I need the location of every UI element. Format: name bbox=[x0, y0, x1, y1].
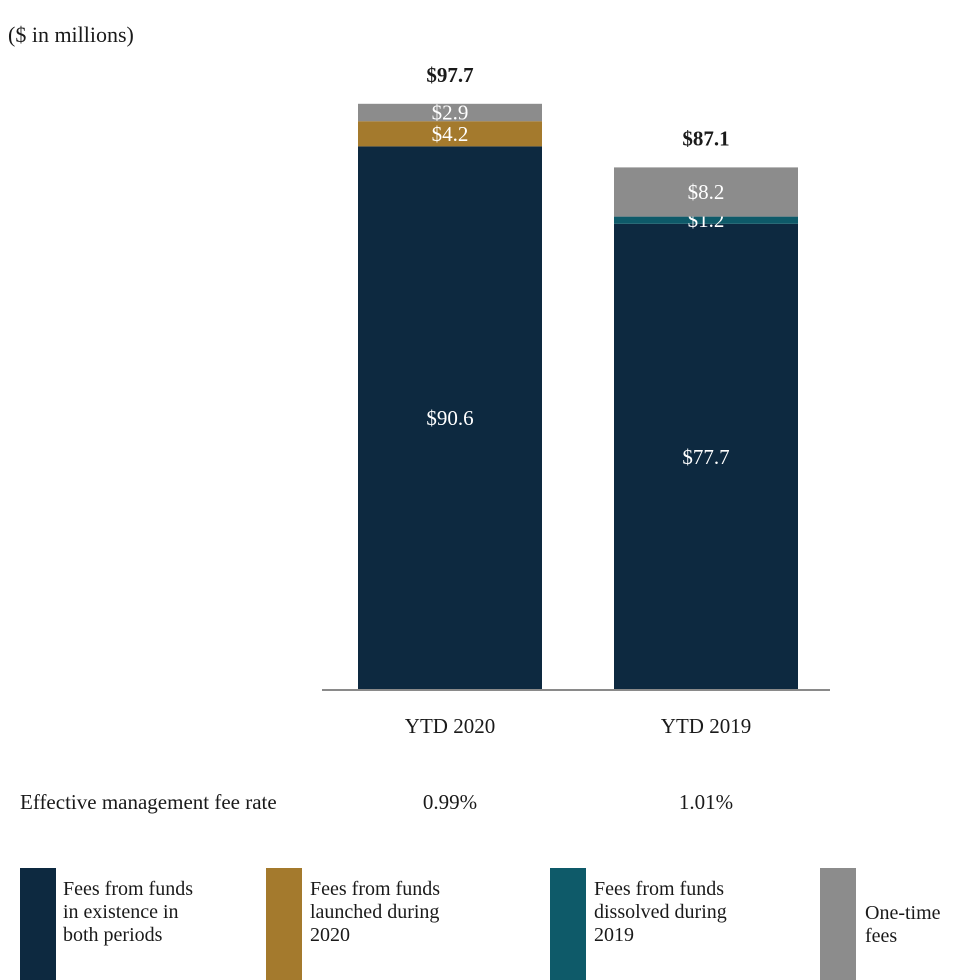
legend-swatch-existing bbox=[20, 868, 56, 980]
legend-text-line: both periods bbox=[63, 924, 253, 947]
legend-text-line: dissolved during bbox=[594, 901, 784, 924]
legend-text-line: Fees from funds bbox=[594, 878, 784, 901]
legend-text-line: in existence in bbox=[63, 901, 253, 924]
segment-label-existing-2020: $90.6 bbox=[426, 406, 473, 430]
x-tick-label-2019: YTD 2019 bbox=[661, 714, 751, 738]
legend-swatch-one-time bbox=[820, 868, 856, 980]
segment-label-existing-2019: $77.7 bbox=[682, 445, 729, 469]
fee-rate-value-2020: 0.99% bbox=[358, 790, 542, 815]
legend-text-line: One-time bbox=[865, 902, 965, 925]
x-tick-label-2020: YTD 2020 bbox=[405, 714, 495, 738]
legend-text-line: 2019 bbox=[594, 924, 784, 947]
legend-text-line: fees bbox=[865, 925, 965, 948]
segment-label-one-time-2019: $8.2 bbox=[688, 180, 725, 204]
fee-rate-value-2019: 1.01% bbox=[614, 790, 798, 815]
legend-text-line: launched during bbox=[310, 901, 500, 924]
total-label-2020: $97.7 bbox=[426, 63, 473, 87]
legend-item-existing: Fees from funds in existence in both per… bbox=[63, 878, 253, 947]
fee-rate-label: Effective management fee rate bbox=[20, 790, 277, 815]
legend-text-line: Fees from funds bbox=[310, 878, 500, 901]
legend-item-one-time: One-time fees bbox=[865, 902, 965, 948]
legend-swatch-dissolved bbox=[550, 868, 586, 980]
legend-item-launched: Fees from funds launched during 2020 bbox=[310, 878, 500, 947]
segment-label-launched-2020: $4.2 bbox=[432, 122, 469, 146]
legend-item-dissolved: Fees from funds dissolved during 2019 bbox=[594, 878, 784, 947]
total-label-2019: $87.1 bbox=[682, 126, 729, 150]
legend-text-line: Fees from funds bbox=[63, 878, 253, 901]
legend-swatch-launched bbox=[266, 868, 302, 980]
legend-text-line: 2020 bbox=[310, 924, 500, 947]
segment-label-one-time-2020: $2.9 bbox=[432, 101, 469, 125]
